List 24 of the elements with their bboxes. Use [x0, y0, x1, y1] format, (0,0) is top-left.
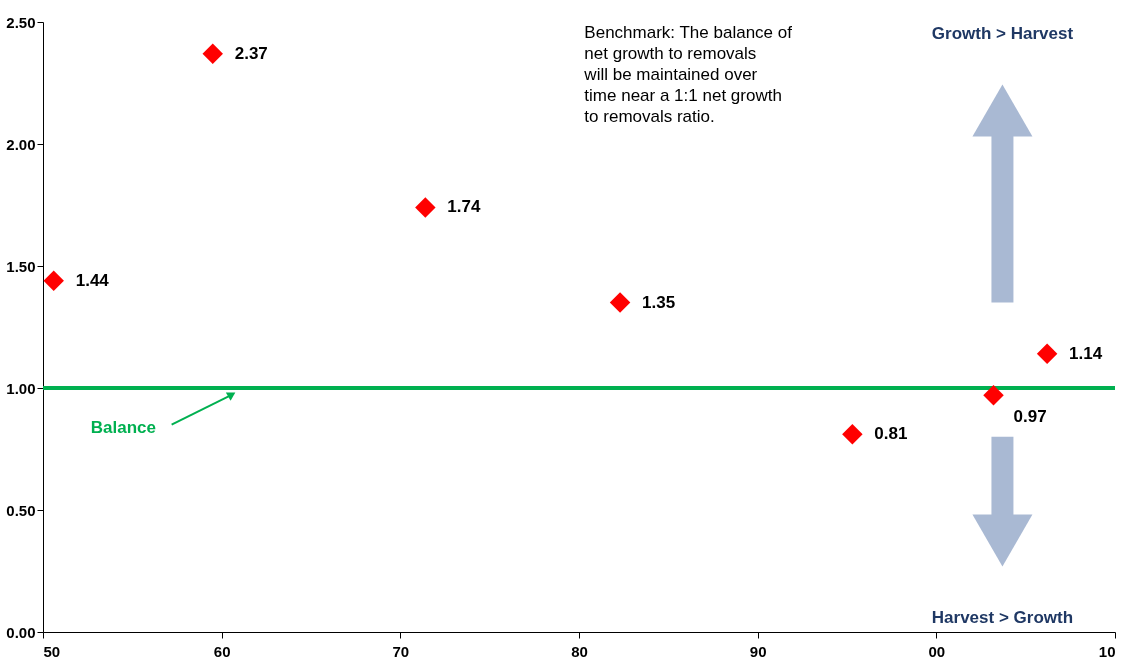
annotation: Harvest > Growth — [931, 608, 1074, 628]
x-tick-label: 50 — [43, 642, 61, 660]
y-tick-label: 1.50 — [6, 257, 36, 275]
annotation: Benchmark: The balance of net growth to removals will be maintained over time near a 1:1 net growth to removals ratio. — [583, 23, 793, 127]
y-tick-label: 0.00 — [6, 623, 36, 641]
data-label: 1.74 — [447, 197, 481, 217]
x-tick-label: 70 — [392, 642, 410, 660]
y-tick-label: 2.00 — [6, 135, 36, 153]
data-label: 1.35 — [642, 292, 676, 312]
x-tick-label: 60 — [213, 642, 231, 660]
x-tick-label: 90 — [749, 642, 767, 660]
data-label: 1.44 — [75, 270, 110, 290]
y-tick-label: 0.50 — [6, 501, 36, 519]
ref-line-label: Balance — [90, 417, 156, 437]
data-label: 2.37 — [234, 43, 268, 63]
annotation: Growth > Harvest — [931, 24, 1074, 44]
y-tick-label: 1.00 — [6, 379, 36, 397]
y-tick-label: 2.50 — [6, 13, 36, 31]
x-tick-label: 00 — [928, 642, 946, 660]
data-label: 0.97 — [1013, 407, 1047, 427]
data-label: 0.81 — [874, 424, 908, 444]
x-tick-label: 80 — [571, 642, 588, 660]
x-tick-label: 10 — [1098, 642, 1116, 660]
data-label: 1.14 — [1069, 343, 1103, 363]
